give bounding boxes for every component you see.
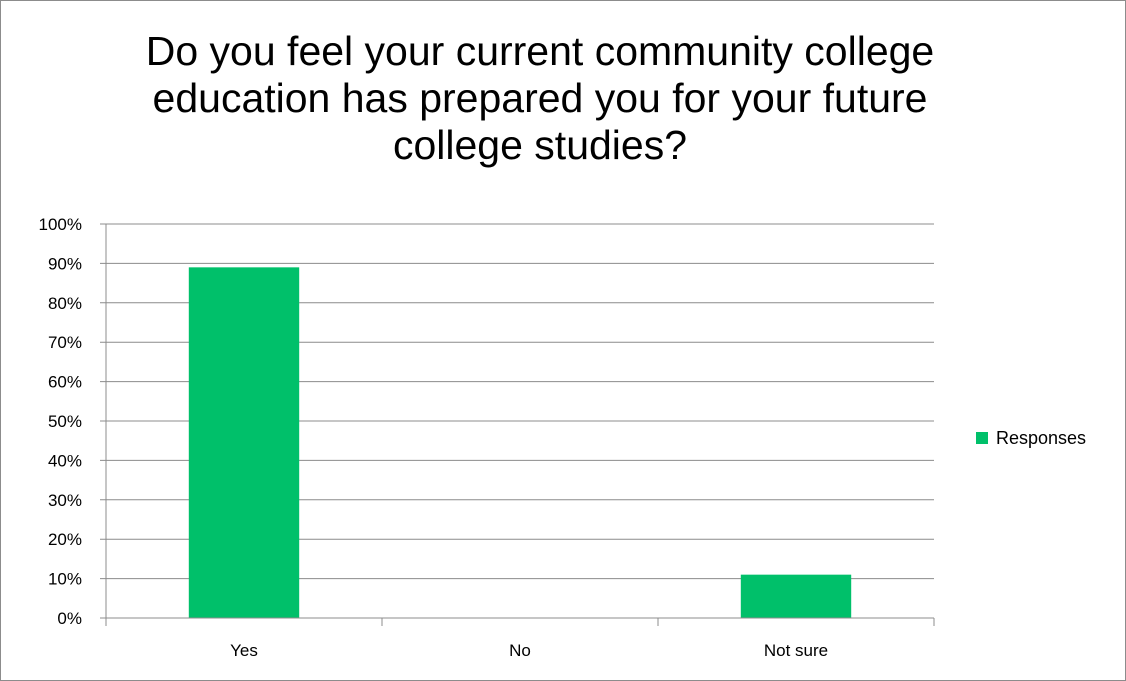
y-tick-label: 20% bbox=[48, 530, 82, 549]
y-tick-label: 80% bbox=[48, 294, 82, 313]
legend-swatch bbox=[976, 432, 988, 444]
y-tick-label: 70% bbox=[48, 333, 82, 352]
x-tick-label: No bbox=[509, 641, 531, 660]
y-tick-label: 60% bbox=[48, 373, 82, 392]
bar-not-sure bbox=[740, 574, 852, 618]
legend-label: Responses bbox=[996, 428, 1086, 448]
x-tick-label: Yes bbox=[230, 641, 258, 660]
y-tick-label: 100% bbox=[39, 215, 82, 234]
chart-title: Do you feel your current community colle… bbox=[145, 28, 935, 168]
bars bbox=[188, 267, 852, 618]
x-axis: Yes No Not sure bbox=[100, 617, 935, 660]
x-tick-label: Not sure bbox=[764, 641, 828, 660]
y-axis-ticks: 0% 10% 20% 30% 40% 50% 60% 70% 80% 90% 100% bbox=[39, 215, 82, 628]
y-tick-label: 40% bbox=[48, 451, 82, 470]
legend: Responses bbox=[976, 428, 1086, 448]
y-tick-label: 30% bbox=[48, 491, 82, 510]
bar-yes bbox=[188, 267, 300, 618]
y-tick-label: 10% bbox=[48, 570, 82, 589]
y-tick-label: 0% bbox=[57, 609, 82, 628]
y-tick-label: 50% bbox=[48, 412, 82, 431]
y-tick-label: 90% bbox=[48, 254, 82, 273]
